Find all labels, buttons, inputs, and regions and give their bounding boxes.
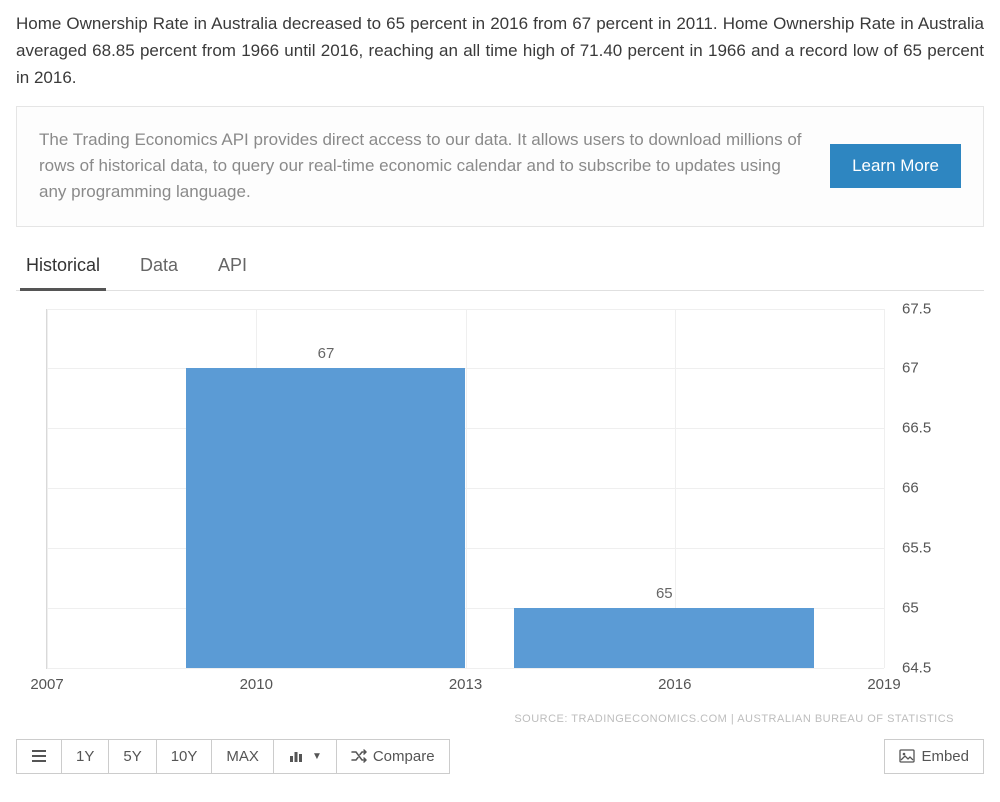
embed-button[interactable]: Embed xyxy=(884,739,984,774)
chart-y-tick-label: 64.5 xyxy=(902,659,931,676)
chart-bar-label: 65 xyxy=(656,585,673,602)
compare-label: Compare xyxy=(373,748,435,765)
range-max-button[interactable]: MAX xyxy=(211,739,274,774)
chart-container: 64.5 65 65.5 66 66.5 67 67.5 2007 2010 2013 2016 20… xyxy=(16,299,984,709)
chart-y-tick-label: 66 xyxy=(902,480,919,497)
chart-bar-label: 67 xyxy=(318,345,335,362)
chart-x-tick-label: 2007 xyxy=(30,676,63,693)
chart-source-label: SOURCE: TRADINGECONOMICS.COM | AUSTRALIA… xyxy=(16,713,984,725)
shuffle-icon xyxy=(351,748,367,764)
chart-gridline xyxy=(47,668,884,669)
chart-x-tick-label: 2013 xyxy=(449,676,482,693)
chart-vgridline xyxy=(884,309,885,668)
range-5y-button[interactable]: 5Y xyxy=(108,739,156,774)
tab-historical[interactable]: Historical xyxy=(20,245,106,291)
chart-y-tick-label: 65.5 xyxy=(902,539,931,556)
toolbar-left-group: 1Y 5Y 10Y MAX ▼ Compare xyxy=(16,739,450,774)
list-icon xyxy=(31,748,47,764)
toolbar-right-group: Embed xyxy=(884,739,984,774)
tabs-bar: Historical Data API xyxy=(16,245,984,291)
learn-more-button[interactable]: Learn More xyxy=(830,144,961,188)
chart-toolbar: 1Y 5Y 10Y MAX ▼ Compare Embed xyxy=(16,739,984,774)
list-view-button[interactable] xyxy=(16,739,62,774)
intro-paragraph: Home Ownership Rate in Australia decreas… xyxy=(16,10,984,92)
bar-chart-icon xyxy=(288,748,304,764)
chart-x-tick-label: 2019 xyxy=(867,676,900,693)
range-1y-button[interactable]: 1Y xyxy=(61,739,109,774)
chevron-down-icon: ▼ xyxy=(312,751,322,762)
chart-y-tick-label: 65 xyxy=(902,599,919,616)
chart-bar xyxy=(186,368,465,667)
tab-data[interactable]: Data xyxy=(134,245,184,291)
api-promo-text: The Trading Economics API provides direc… xyxy=(39,127,810,206)
chart-type-button[interactable]: ▼ xyxy=(273,739,337,774)
compare-button[interactable]: Compare xyxy=(336,739,450,774)
embed-label: Embed xyxy=(921,748,969,765)
chart-x-tick-label: 2016 xyxy=(658,676,691,693)
chart-plot-area: 64.56565.56666.56767.5200720102013201620… xyxy=(46,309,884,669)
chart-y-tick-label: 67 xyxy=(902,360,919,377)
chart-y-tick-label: 67.5 xyxy=(902,300,931,317)
chart-vgridline xyxy=(47,309,48,668)
chart-y-tick-label: 66.5 xyxy=(902,420,931,437)
range-10y-button[interactable]: 10Y xyxy=(156,739,213,774)
tab-api[interactable]: API xyxy=(212,245,253,291)
chart-bar xyxy=(514,608,814,668)
image-icon xyxy=(899,748,915,764)
chart-vgridline xyxy=(466,309,467,668)
api-promo-panel: The Trading Economics API provides direc… xyxy=(16,106,984,227)
chart-x-tick-label: 2010 xyxy=(240,676,273,693)
